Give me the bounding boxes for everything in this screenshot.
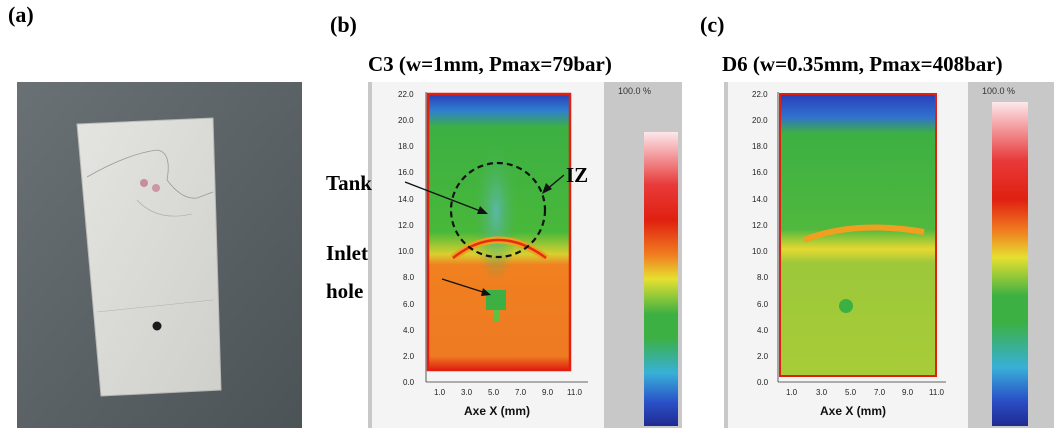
x-tick: 5.0 (845, 388, 857, 397)
x-tick: 11.0 (929, 388, 944, 397)
y-tick: 18.0 (752, 142, 768, 151)
y-tick: 20.0 (752, 116, 768, 125)
x-tick: 9.0 (542, 388, 554, 397)
y-tick: 16.0 (398, 168, 414, 177)
x-tick: 11.0 (567, 388, 582, 397)
y-tick: 12.0 (752, 221, 768, 230)
x-tick: 1.0 (786, 388, 798, 397)
y-tick: 6.0 (757, 300, 769, 309)
x-tick: 7.0 (515, 388, 527, 397)
panel-c-color-scale (992, 102, 1028, 426)
panel-b-cscan-map (404, 92, 588, 383)
specimen-photo (17, 82, 302, 428)
x-tick: 9.0 (902, 388, 914, 397)
panel-c-frame: 22.0 20.0 18.0 16.0 14.0 12.0 10.0 8.0 6… (724, 82, 1054, 428)
panel-c-label: (c) (700, 12, 725, 37)
y-tick: 6.0 (403, 300, 415, 309)
y-tick: 10.0 (752, 247, 768, 256)
panel-b-color-scale (644, 132, 678, 426)
y-tick: 18.0 (398, 142, 414, 151)
panel-b-xlabel: Axe X (mm) (464, 404, 531, 418)
y-tick: 14.0 (398, 195, 414, 204)
panel-c-cscan-map (777, 92, 946, 383)
y-tick: 8.0 (757, 273, 769, 282)
y-tick: 8.0 (403, 273, 415, 282)
x-tick: 3.0 (816, 388, 828, 397)
y-tick: 2.0 (757, 352, 769, 361)
panel-b-scale-top: 100.0 % (618, 86, 652, 96)
tank-label: Tank (326, 171, 372, 195)
panel-b-title: C3 (w=1mm, Pmax=79bar) (368, 52, 612, 76)
panel-b-label: (b) (330, 12, 357, 37)
panel-b-frame: 22.0 20.0 18.0 16.0 14.0 12.0 10.0 8.0 6… (368, 82, 682, 428)
y-tick: 4.0 (403, 326, 415, 335)
x-tick: 7.0 (874, 388, 886, 397)
panel-c-title: D6 (w=0.35mm, Pmax=408bar) (722, 52, 1003, 76)
panel-a-label: (a) (8, 2, 34, 27)
x-tick: 1.0 (434, 388, 446, 397)
y-tick: 10.0 (398, 247, 414, 256)
y-tick: 22.0 (398, 90, 414, 99)
y-tick: 16.0 (752, 168, 768, 177)
y-tick: 4.0 (757, 326, 769, 335)
y-tick: 22.0 (752, 90, 768, 99)
panel-c-scale-top: 100.0 % (982, 86, 1016, 96)
x-tick: 5.0 (488, 388, 500, 397)
inlet-label-line2: hole (326, 279, 364, 303)
iz-label: IZ (566, 163, 589, 187)
y-tick: 0.0 (403, 378, 415, 387)
y-tick: 12.0 (398, 221, 414, 230)
inlet-label-line1: Inlet (326, 241, 368, 265)
y-tick: 20.0 (398, 116, 414, 125)
y-tick: 2.0 (403, 352, 415, 361)
y-tick: 14.0 (752, 195, 768, 204)
y-tick: 0.0 (757, 378, 769, 387)
x-tick: 3.0 (461, 388, 473, 397)
panel-c-xlabel: Axe X (mm) (820, 404, 887, 418)
